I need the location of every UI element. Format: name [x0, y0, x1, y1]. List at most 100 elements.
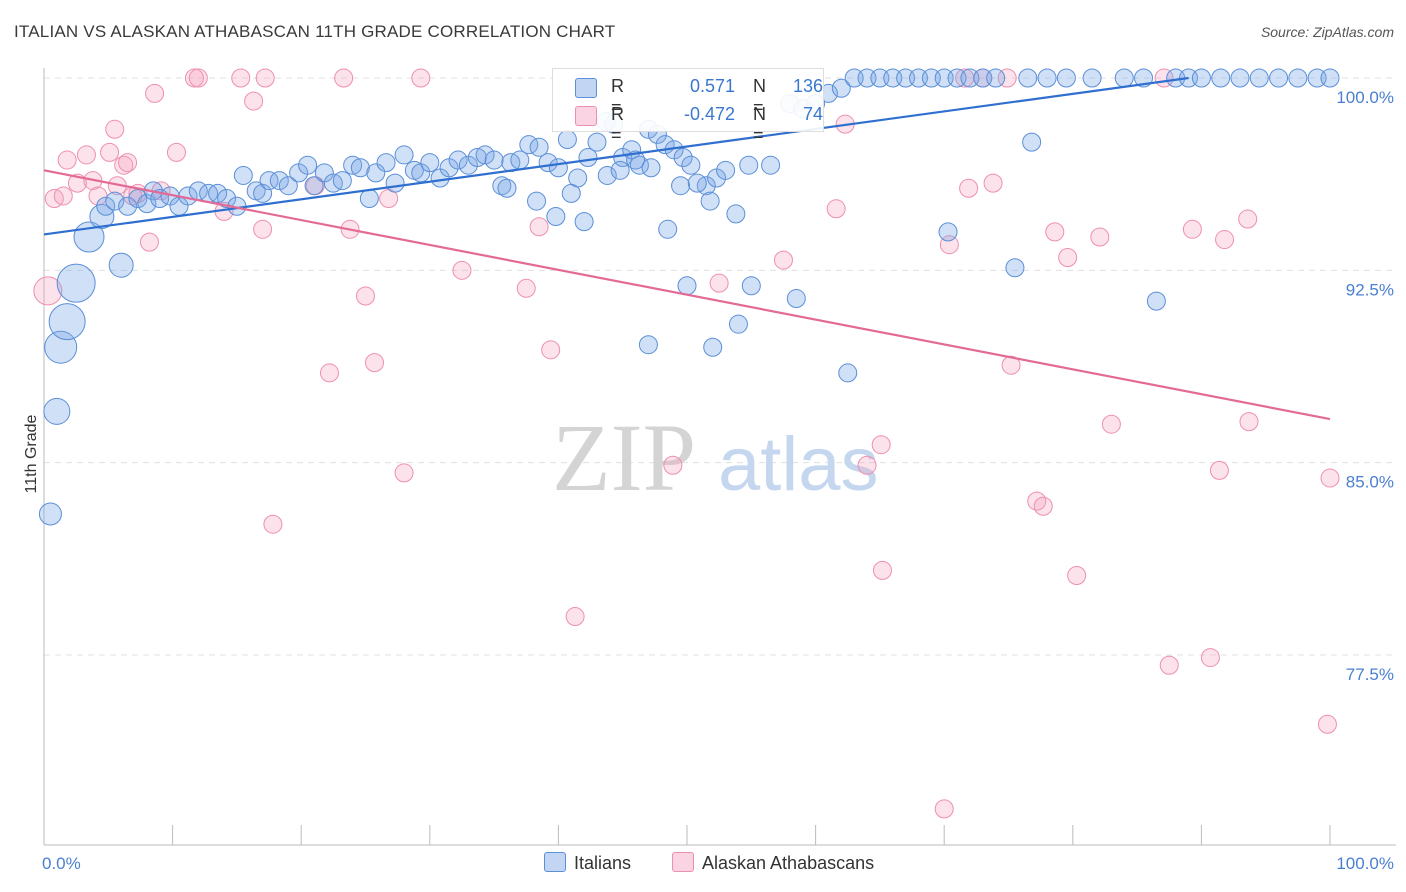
italian-point — [557, 130, 577, 150]
italian-point — [761, 155, 781, 175]
stats-legend: R = 0.571 N = 136 R = -0.472 N = 74 — [552, 68, 824, 145]
italian-point — [546, 206, 566, 226]
legend-item-italians[interactable]: Italians — [544, 852, 631, 874]
athabascan-point — [773, 250, 793, 270]
italian-point — [1082, 68, 1102, 88]
italian-point — [108, 252, 134, 278]
legend-r-value: -0.472 — [683, 104, 735, 124]
italian-point — [741, 276, 761, 296]
athabascan-point — [188, 68, 208, 88]
athabascan-point — [1239, 412, 1259, 432]
watermark-zip: ZIP — [552, 404, 696, 511]
athabascan-point — [871, 435, 891, 455]
italian-point — [726, 204, 746, 224]
italian-point — [938, 222, 958, 242]
y-tick-label: 85.0% — [1346, 473, 1394, 492]
athabascan-point — [1238, 209, 1258, 229]
italian-point — [208, 183, 228, 203]
italian-point — [700, 191, 720, 211]
athabascan-point — [1001, 355, 1021, 375]
italian-point — [587, 132, 607, 152]
athabascan-point — [826, 199, 846, 219]
athabascan-point — [334, 68, 354, 88]
athabascan-point — [100, 142, 120, 162]
italian-point — [728, 314, 748, 334]
athabascan-point — [57, 150, 77, 170]
athabascan-point — [1209, 460, 1229, 480]
italian-point — [385, 173, 405, 193]
italian-point — [492, 176, 512, 196]
italian-point — [641, 158, 661, 178]
athabascan-point — [1058, 248, 1078, 268]
athabascan-point — [1090, 227, 1110, 247]
italian-point — [578, 147, 598, 167]
legend-r-label: R = — [611, 76, 624, 117]
italian-point — [332, 171, 352, 191]
italian-point — [561, 183, 581, 203]
italian-point — [497, 178, 517, 198]
source-label: Source: ZipAtlas.com — [1260, 24, 1394, 40]
athabascan-point — [959, 178, 979, 198]
athabascan-point — [166, 142, 186, 162]
italian-point — [1269, 68, 1289, 88]
italian-point — [548, 158, 568, 178]
italian-point — [1022, 132, 1042, 152]
athabascan-point — [319, 363, 339, 383]
athabascan-point — [1317, 714, 1337, 734]
italian-point — [786, 289, 806, 309]
athabascan-point — [118, 153, 138, 173]
legend-item-athabascans[interactable]: Alaskan Athabascans — [672, 852, 874, 874]
italian-point — [986, 68, 1006, 88]
italian-point — [1249, 68, 1269, 88]
athabascan-point — [997, 68, 1017, 88]
athabascan-point — [365, 353, 385, 373]
athabascan-point — [983, 173, 1003, 193]
x-tick-label: 100.0% — [1336, 854, 1394, 873]
italian-point — [118, 196, 138, 216]
italian-point — [638, 335, 658, 355]
athabascans-trend-line — [43, 169, 1331, 421]
italian-point — [259, 171, 279, 191]
italian-point — [597, 165, 617, 185]
italian-point — [838, 363, 858, 383]
italian-point — [48, 303, 86, 341]
athabascan-point — [263, 514, 283, 534]
italian-point — [677, 276, 697, 296]
italian-point — [366, 163, 386, 183]
italian-point — [687, 173, 707, 193]
athabascan-point — [1182, 219, 1202, 239]
italian-point — [217, 189, 237, 209]
athabascan-point — [105, 119, 125, 139]
legend-swatch-athabascans — [672, 852, 694, 872]
italian-point — [658, 219, 678, 239]
italian-point — [673, 147, 693, 167]
italian-point — [1288, 68, 1308, 88]
y-tick-label: 77.5% — [1346, 665, 1394, 684]
italian-point — [629, 155, 649, 175]
italian-point — [681, 155, 701, 175]
athabascan-point — [516, 278, 536, 298]
italian-point — [89, 203, 115, 229]
athabascan-point — [1215, 230, 1235, 250]
italian-point — [394, 145, 414, 165]
italian-point — [527, 191, 547, 211]
italian-point — [484, 150, 504, 170]
italian-point — [739, 155, 759, 175]
athabascan-point — [1159, 655, 1179, 675]
italian-point — [343, 155, 363, 175]
italian-point — [1018, 68, 1038, 88]
athabascan-point — [857, 455, 877, 475]
italian-point — [467, 147, 487, 167]
italian-point — [716, 160, 736, 180]
legend-label-italians: Italians — [574, 853, 632, 873]
italians-trend-line — [43, 76, 1189, 236]
athabascan-point — [244, 91, 264, 111]
x-tick-label: 0.0% — [42, 854, 81, 873]
athabascan-point — [1320, 468, 1340, 488]
italian-point — [1005, 258, 1025, 278]
italian-point — [56, 263, 96, 303]
axes — [43, 68, 1396, 846]
athabascan-point — [565, 607, 585, 627]
italian-point — [1146, 291, 1166, 311]
